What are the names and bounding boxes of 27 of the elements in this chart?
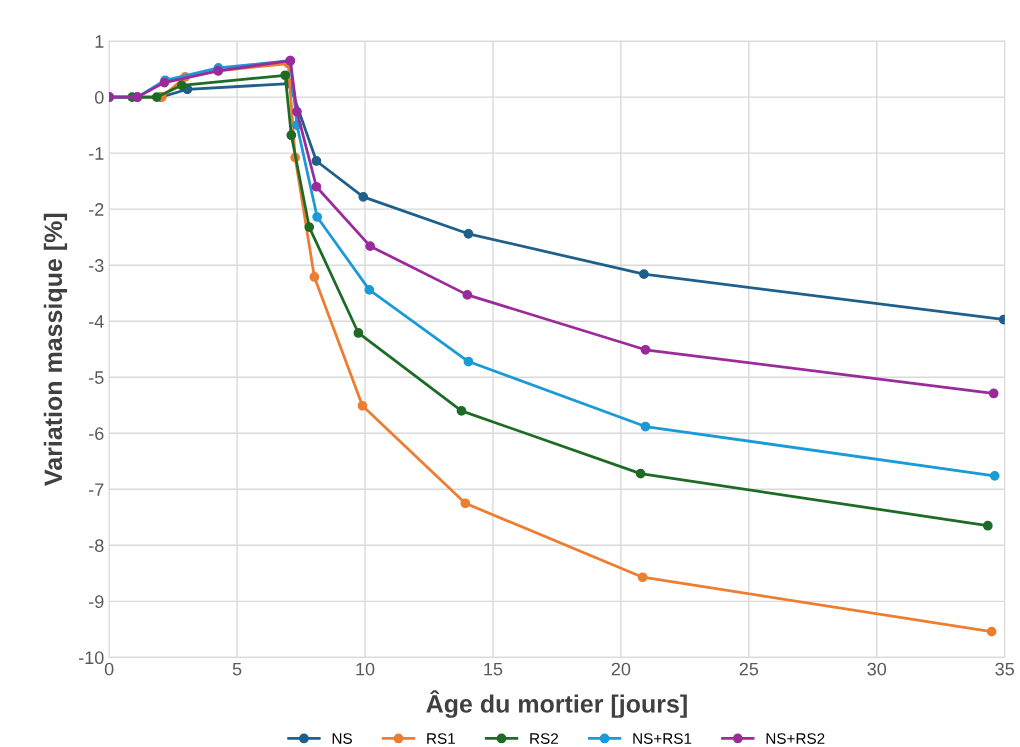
y-tick-label: -4 [89, 315, 104, 328]
y-tick-label: 0 [94, 91, 104, 104]
legend-label: NS [332, 733, 352, 744]
y-tick-label: -7 [89, 483, 104, 496]
x-tick-label: 15 [484, 662, 503, 676]
y-tick-label: -6 [89, 427, 104, 440]
y-tick-label: -5 [89, 371, 104, 384]
y-tick-label: -2 [89, 203, 104, 216]
legend-label: NS+RS1 [633, 733, 692, 744]
x-tick-label: 35 [995, 662, 1014, 676]
y-tick-label: 1 [95, 35, 104, 48]
y-tick-label: -3 [89, 259, 104, 272]
x-axis-title: Âge du mortier [jours] [426, 690, 687, 718]
y-axis-title: Variation massique [%] [43, 213, 68, 486]
x-tick-label: 10 [356, 662, 375, 676]
legend-label: NS+RS2 [766, 733, 825, 744]
y-tick-label: -8 [89, 539, 104, 553]
x-tick-label: 5 [232, 662, 242, 676]
y-tick-label: -10 [78, 651, 104, 665]
legend-label: RS1 [427, 733, 455, 744]
y-tick-label: -9 [89, 595, 104, 609]
x-tick-label: 25 [739, 662, 759, 676]
legend-label: RS2 [530, 733, 559, 744]
x-tick-label: 20 [611, 662, 631, 676]
y-tick-label: -1 [89, 147, 104, 160]
x-tick-label: 0 [104, 662, 114, 676]
x-tick-label: 30 [867, 662, 887, 676]
